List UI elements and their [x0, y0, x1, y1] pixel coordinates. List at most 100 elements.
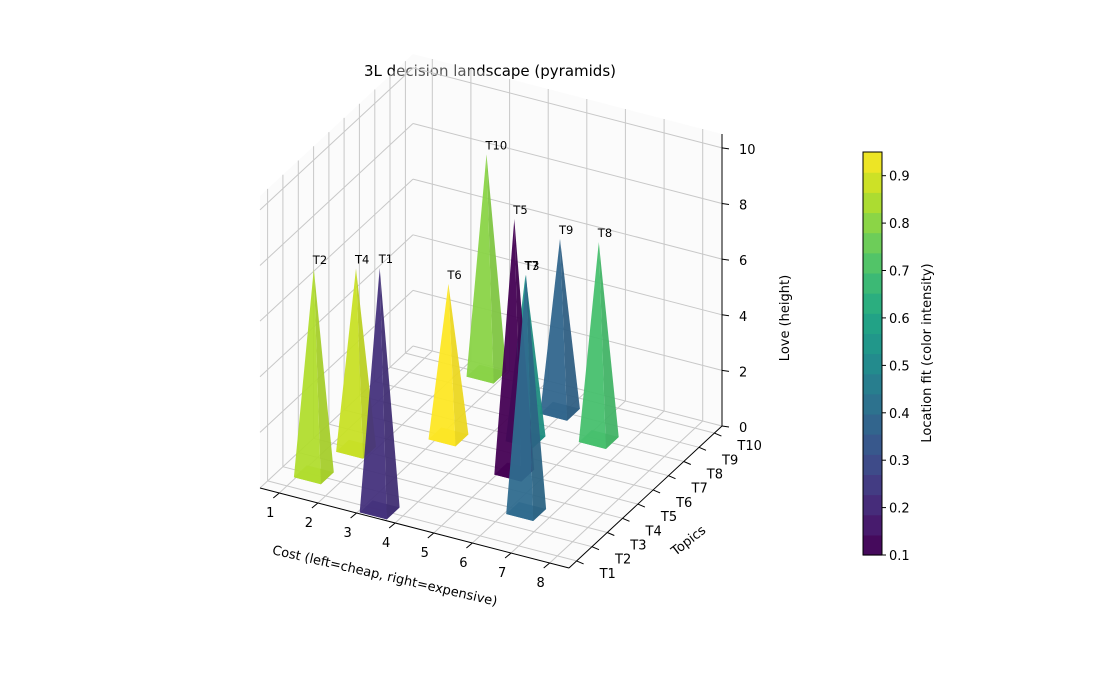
pyramid-face — [466, 154, 494, 384]
z-tick — [721, 203, 730, 205]
x-tick — [427, 532, 435, 539]
gridline-y — [267, 480, 577, 562]
z-tick-label: 0 — [739, 421, 747, 436]
pyramid-face — [428, 283, 456, 447]
x-tick-label: 5 — [421, 546, 429, 561]
pyramid-face — [448, 283, 469, 447]
peak-label: T3 — [524, 259, 539, 273]
colorbar-segment — [863, 252, 882, 274]
gridline-x — [549, 420, 704, 564]
pyramid-t10 — [466, 154, 507, 384]
peak-label: T4 — [354, 253, 369, 267]
y-tick-label: T9 — [721, 453, 738, 468]
z-tick — [721, 369, 730, 372]
x-tick — [466, 542, 473, 549]
y-axis-label: Topics — [668, 523, 709, 560]
pyramid-face — [525, 274, 546, 449]
z-tick-label: 10 — [739, 143, 756, 158]
x-tick-label: 2 — [305, 516, 313, 531]
pyramid-face — [313, 268, 334, 485]
colorbar-segment — [863, 232, 882, 254]
colorbar-segment — [863, 373, 882, 395]
z-tick-label: 4 — [739, 310, 747, 325]
gridline-y — [282, 466, 593, 548]
colorbar-tick-label: 0.7 — [889, 265, 910, 280]
colorbar-tick-label: 0.4 — [889, 407, 910, 422]
pyramid-t6 — [428, 283, 469, 447]
pyramid-t1 — [359, 268, 400, 520]
x-tick — [388, 522, 396, 529]
peak-label: T8 — [597, 226, 612, 240]
y-tick — [637, 503, 646, 508]
colorbar-segment — [863, 353, 882, 375]
x-tick-label: 8 — [537, 576, 545, 591]
colorbar-segment — [863, 413, 882, 435]
y-tick-label: T4 — [645, 524, 662, 539]
y-tick-label: T2 — [614, 553, 631, 568]
peak-label: T10 — [485, 138, 508, 152]
x-tick-label: 4 — [382, 536, 390, 551]
z-axis-label: Love (height) — [778, 275, 793, 361]
colorbar-tick-label: 0.5 — [889, 359, 910, 374]
peak-label: T6 — [446, 268, 461, 282]
colorbar-segment — [863, 212, 882, 234]
x-axis-line — [259, 487, 570, 569]
peak-label: T9 — [558, 223, 573, 237]
gridline-y — [298, 452, 608, 533]
x-tick — [543, 562, 551, 569]
colorbar-segment — [863, 272, 882, 294]
chart-title: 3L decision landscape (pyramids) — [364, 62, 616, 80]
colorbar: 0.1 0.2 0.3 0.4 0.5 0.6 0.7 0.8 0.9 — [862, 151, 910, 564]
pyramid-face — [336, 268, 364, 459]
peak-label: T1 — [378, 252, 393, 266]
y-tick-label: T8 — [706, 468, 723, 483]
colorbar-tick-label: 0.6 — [889, 312, 910, 327]
y-tick — [576, 560, 584, 565]
z-tick-label: 8 — [739, 199, 747, 214]
colorbar-frame — [862, 151, 883, 556]
pyramid-face — [560, 238, 580, 421]
colorbar-label: Location fit (color intensity) — [920, 263, 935, 442]
gridline-z — [412, 67, 723, 149]
colorbar-tick-label: 0.1 — [889, 549, 910, 564]
gridline-z — [412, 123, 723, 204]
y-tick-label: T1 — [599, 567, 616, 582]
x-tick — [504, 552, 512, 559]
pyramid-face — [359, 268, 387, 520]
pyramid-t3 — [506, 275, 547, 521]
gridline-z — [259, 178, 414, 322]
pyramid-face — [540, 238, 568, 421]
peak-label: T7 — [524, 259, 539, 273]
peak-label: T5 — [512, 203, 527, 217]
x-tick — [350, 512, 357, 519]
x-tick — [311, 502, 319, 509]
gridline-z — [412, 178, 723, 260]
colorbar-segment — [863, 333, 882, 355]
gridline-z — [259, 234, 414, 378]
colorbar-segment — [863, 514, 882, 536]
colorbar-segment — [863, 494, 882, 516]
pyramid-face — [506, 275, 534, 521]
colorbar-tick-label: 0.8 — [889, 217, 910, 232]
pyramid-face — [578, 242, 606, 449]
colorbar-segment — [863, 192, 882, 214]
pyramid-t9 — [540, 238, 580, 421]
gridline-x — [510, 410, 665, 554]
colorbar-tick-label: 0.3 — [889, 454, 910, 469]
y-tick — [683, 461, 691, 465]
pyramid-face — [293, 268, 321, 485]
colorbar-segment — [863, 313, 882, 334]
gridline-z — [259, 123, 414, 266]
y-tick — [652, 489, 661, 494]
colorbar-tick-label: 0.2 — [889, 502, 910, 517]
pyramid-face — [598, 242, 619, 449]
pyramids — [293, 154, 619, 521]
colorbar-segment — [863, 393, 882, 415]
gridline-z — [259, 290, 414, 433]
pyramid-t2 — [293, 268, 334, 485]
y-tick — [607, 532, 615, 536]
x-tick-label: 1 — [266, 506, 274, 521]
colorbar-segment — [863, 474, 882, 496]
